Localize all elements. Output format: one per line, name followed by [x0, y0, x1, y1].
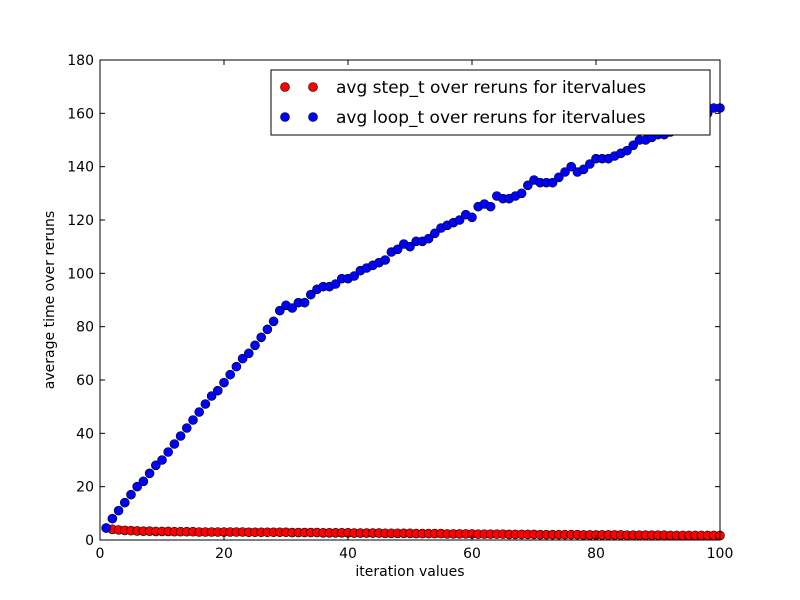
data-point — [622, 145, 632, 156]
data-point — [578, 164, 589, 175]
y-tick-label: 160 — [67, 106, 94, 122]
data-point — [628, 140, 639, 151]
data-point — [132, 481, 142, 492]
x-axis-label: iteration values — [355, 564, 464, 580]
legend: avg step_t over reruns for itervalues av… — [270, 69, 711, 136]
points-layer — [101, 103, 725, 541]
data-point — [250, 340, 260, 351]
data-point — [113, 505, 124, 516]
data-point — [256, 332, 267, 343]
data-point — [516, 188, 527, 199]
data-point — [380, 255, 391, 265]
y-tick-label: 60 — [76, 373, 94, 389]
y-tick-label: 120 — [67, 213, 94, 229]
data-point — [163, 447, 173, 457]
series-loop-t — [101, 103, 725, 533]
data-point — [120, 497, 130, 508]
data-point — [485, 201, 496, 212]
data-point — [225, 369, 235, 380]
y-tick-label: 80 — [76, 320, 94, 336]
data-point — [287, 303, 298, 313]
x-tick-label: 100 — [707, 546, 734, 562]
plot-area — [100, 60, 720, 540]
data-point — [188, 415, 198, 425]
legend-label-step: avg step_t over reruns for itervalues — [336, 78, 646, 98]
data-point — [206, 391, 217, 401]
data-point — [157, 455, 167, 465]
y-tick-label: 0 — [85, 533, 94, 549]
data-point — [553, 172, 564, 183]
legend-marker-step-2 — [308, 82, 318, 92]
data-point — [151, 460, 161, 471]
data-point — [522, 180, 533, 191]
data-point — [138, 476, 149, 487]
data-point — [182, 423, 192, 433]
x-tick-label: 40 — [339, 546, 357, 562]
y-axis-label: average time over reruns — [42, 211, 58, 389]
data-point — [423, 233, 434, 244]
data-point — [262, 324, 273, 335]
legend-marker-step-1 — [280, 82, 290, 92]
data-point — [237, 353, 248, 364]
data-point — [299, 297, 310, 308]
data-point — [200, 399, 211, 409]
legend-marker-loop-2 — [308, 112, 318, 122]
series-step-t — [101, 523, 725, 541]
legend-marker-loop-1 — [280, 112, 290, 122]
plot-frame — [99, 59, 721, 541]
data-point — [584, 159, 595, 169]
y-tick-label: 140 — [67, 160, 94, 176]
y-tick-label: 180 — [67, 53, 94, 69]
legend-box — [270, 69, 711, 136]
data-point — [467, 212, 477, 223]
data-point — [144, 468, 155, 479]
data-point — [175, 431, 186, 441]
data-point — [392, 244, 403, 255]
data-point — [547, 177, 558, 188]
y-tick-label: 40 — [76, 426, 94, 442]
data-point — [213, 385, 223, 396]
y-tick-label: 100 — [67, 266, 94, 282]
data-point — [107, 513, 118, 524]
data-point — [330, 279, 341, 289]
x-tick-label: 0 — [96, 546, 105, 562]
y-tick-label: 20 — [76, 480, 94, 496]
data-point — [268, 316, 279, 327]
data-point — [349, 271, 360, 281]
data-point — [244, 348, 254, 359]
x-tick-label: 80 — [587, 546, 605, 562]
data-point — [194, 407, 204, 417]
data-point — [405, 241, 415, 252]
data-point — [126, 489, 136, 500]
data-point — [305, 289, 316, 300]
data-point — [566, 161, 577, 172]
legend-label-loop: avg loop_t over reruns for itervalues — [336, 108, 646, 128]
x-tick-label: 60 — [463, 546, 481, 562]
ticks-layer: 0 20 40 60 80 100 0 20 40 60 80 100 120 140 160 180 — [67, 53, 733, 562]
data-point — [101, 523, 111, 533]
x-tick-label: 20 — [215, 546, 233, 562]
data-point — [560, 167, 570, 177]
data-point — [454, 215, 465, 225]
data-point — [169, 439, 180, 449]
data-point — [429, 228, 440, 239]
data-point — [274, 305, 285, 316]
data-point — [231, 361, 242, 372]
data-point — [219, 377, 229, 388]
